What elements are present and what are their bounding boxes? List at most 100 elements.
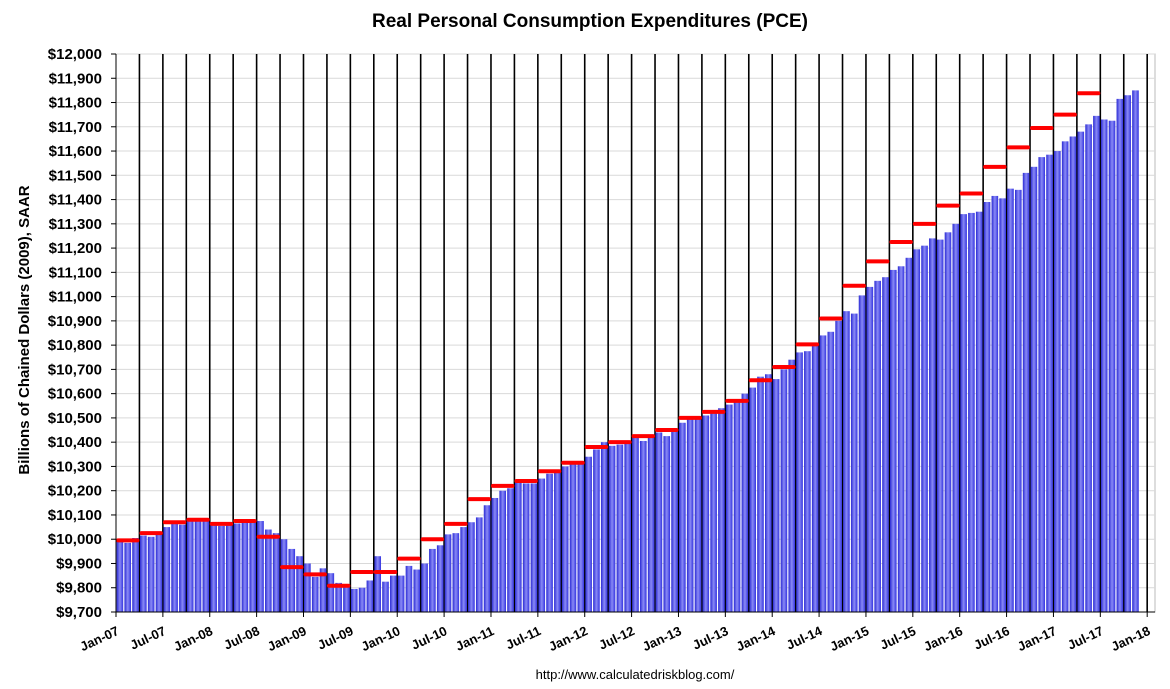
bar [944,232,952,613]
bar [741,393,749,612]
bar [296,556,303,612]
x-tick-label: Jan-16 [921,623,965,654]
bar [429,548,436,612]
y-tick-label: $11,500 [49,167,102,184]
x-tick-label: Jul-11 [503,623,543,652]
bar [600,442,608,612]
bar [1069,136,1077,613]
bar [304,563,311,612]
bar [171,522,178,612]
bar [882,277,889,612]
bar [132,538,139,612]
bar [686,419,694,612]
x-tick-label: Jan-18 [1109,623,1153,654]
x-tick-label: Jan-12 [546,623,590,654]
bar [311,576,319,612]
bar [647,437,655,612]
bar [343,585,350,612]
y-tick-label: $9,900 [56,555,102,572]
bar [608,445,616,612]
bar [210,522,217,612]
bar [913,249,921,613]
bar [1132,90,1139,613]
bar [335,582,342,612]
bar [327,573,335,612]
bar [140,535,147,612]
bar [749,387,756,612]
bar [382,581,389,612]
y-tick-label: $11,200 [49,240,102,257]
x-tick-label: Jul-08 [221,623,261,652]
bar [811,343,819,612]
bar [655,432,663,612]
bar [233,523,241,612]
bar [1022,172,1030,612]
bar [147,536,155,612]
x-tick-label: Jul-10 [409,623,449,652]
bar [968,212,975,612]
bar [991,195,999,612]
bar [632,437,639,612]
bar [796,352,803,612]
bar [640,440,647,612]
bar [257,521,264,612]
x-tick-label: Jan-09 [265,623,309,654]
bar [1116,98,1124,612]
bar [452,533,460,612]
bar [390,575,397,612]
bar [179,524,186,612]
bar [694,417,702,612]
bar [897,266,905,612]
x-tick-label: Jan-17 [1015,623,1059,654]
bar [663,436,671,612]
bar [350,588,358,612]
bar [1038,157,1046,612]
x-tick-label: Jan-08 [171,623,215,654]
bar [491,497,499,612]
bar [983,201,991,612]
bar [569,461,577,612]
x-tick-label: Jan-11 [453,623,496,654]
bar [530,483,538,612]
y-tick-label: $10,500 [48,410,102,427]
bar [186,519,194,612]
y-tick-label: $10,400 [48,434,102,451]
bar [522,483,530,612]
bar [850,313,858,612]
bar [929,238,936,612]
y-tick-label: $9,800 [56,580,102,597]
bar [874,280,881,612]
x-tick-label: Jul-09 [315,623,355,652]
y-tick-label: $11,100 [49,264,102,281]
x-tick-label: Jul-07 [128,623,168,652]
bar [827,331,835,612]
bar [577,462,585,612]
x-tick-label: Jul-13 [690,623,730,652]
bar [1077,131,1085,613]
bar [218,525,225,612]
bar [366,580,374,612]
x-tick-label: Jul-12 [596,623,636,652]
x-tick-label: Jul-14 [784,623,825,653]
bar [515,480,522,612]
y-tick-label: $11,800 [49,95,102,112]
bar [975,211,983,612]
y-tick-label: $10,300 [48,458,102,475]
y-tick-label: $11,700 [49,119,102,136]
bar [718,408,725,612]
x-tick-label: Jul-17 [1065,623,1105,652]
y-tick-label: $12,000 [48,46,102,63]
bar [397,575,405,612]
bar [155,534,163,612]
bar [1124,95,1131,613]
bar [1014,189,1022,612]
bar [999,198,1006,612]
bar [616,444,624,612]
bar [624,442,631,612]
bar [202,518,210,612]
bar [1007,188,1014,612]
bar [554,472,561,612]
bar [1108,120,1116,612]
bar [1093,115,1100,612]
bar [679,422,686,612]
